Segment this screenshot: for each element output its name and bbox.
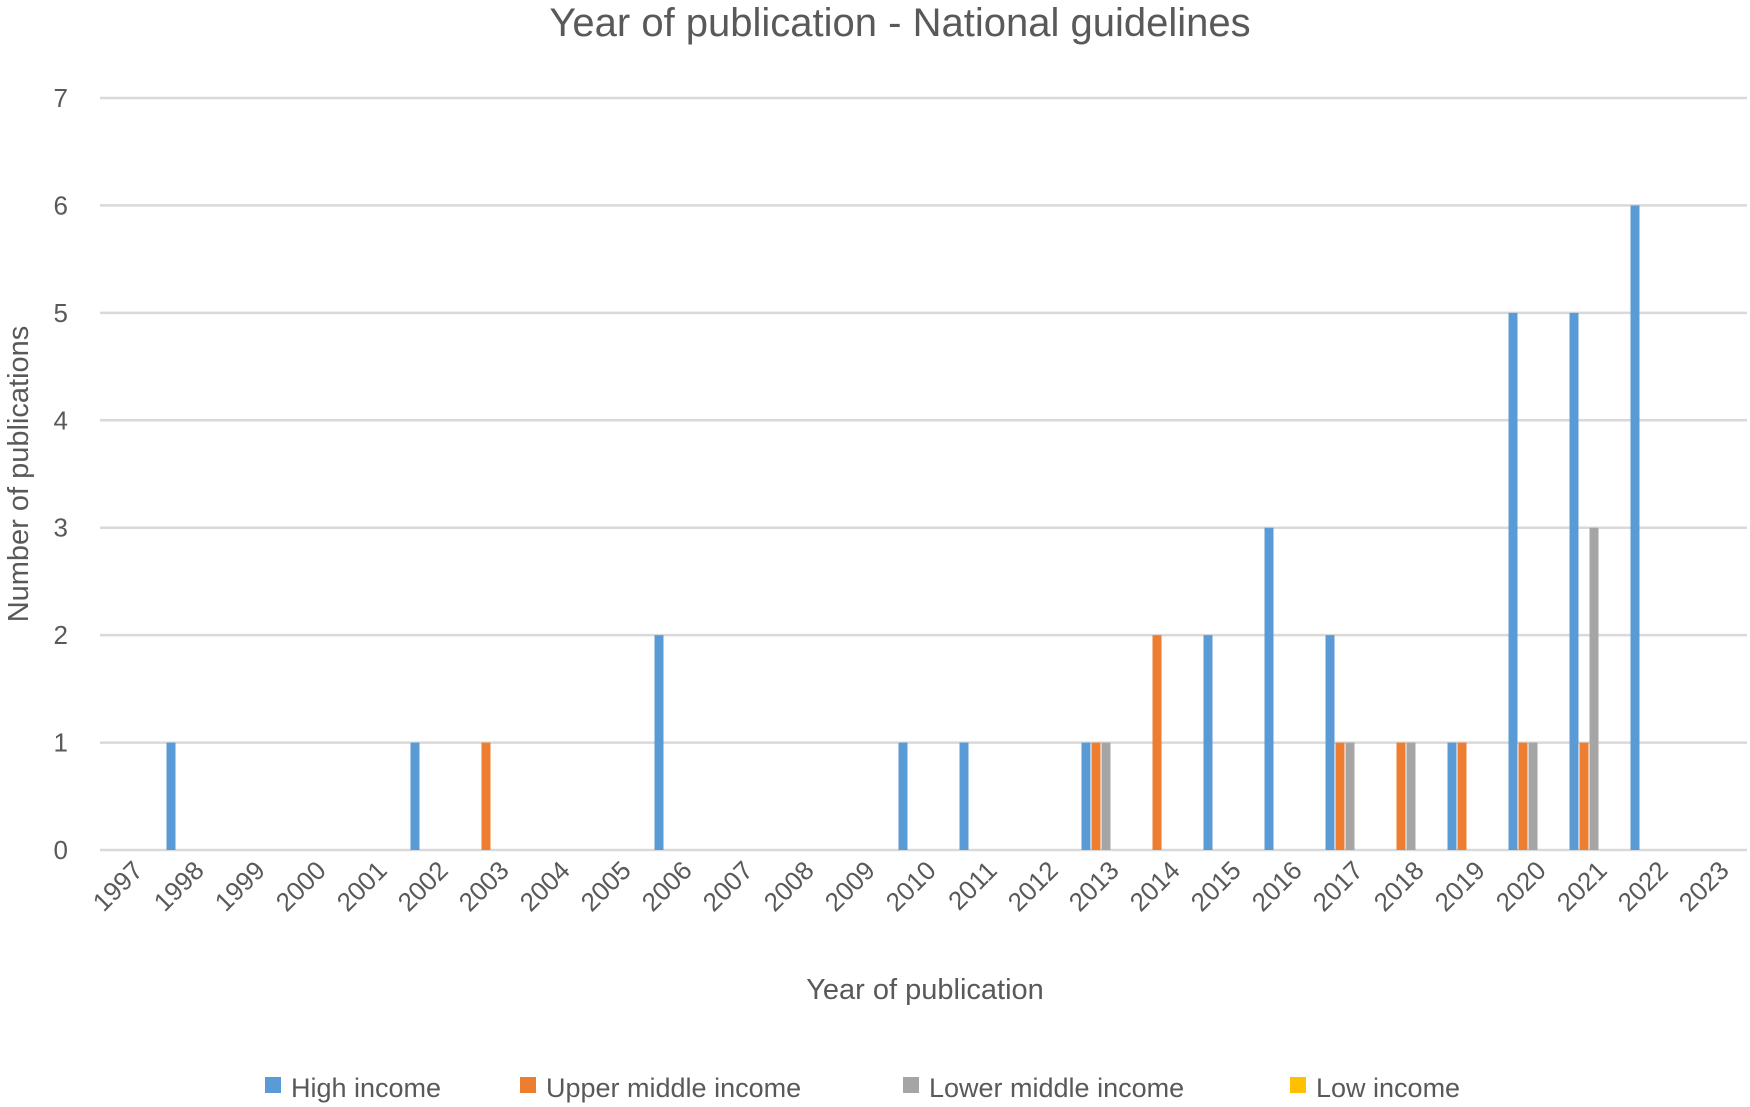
x-tick-label: 1999 bbox=[209, 855, 271, 917]
x-tick-label: 1998 bbox=[148, 855, 210, 917]
y-axis-title: Number of publications bbox=[3, 326, 35, 623]
x-tick-label: 2011 bbox=[942, 855, 1003, 916]
x-tick-label: 2006 bbox=[636, 855, 698, 917]
bar-upper-middle-income-2003 bbox=[481, 742, 491, 850]
legend-label: Low income bbox=[1316, 1073, 1460, 1103]
x-tick-label: 2022 bbox=[1612, 855, 1674, 917]
bar-high-income-2006 bbox=[654, 635, 664, 850]
bar-upper-middle-income-2021 bbox=[1579, 742, 1589, 850]
x-tick-label: 2016 bbox=[1246, 855, 1308, 917]
x-tick-label: 2004 bbox=[514, 855, 576, 917]
x-tick-label: 2010 bbox=[880, 855, 942, 917]
legend-swatch-3 bbox=[1290, 1077, 1306, 1093]
x-tick-label: 2014 bbox=[1124, 855, 1186, 917]
bar-high-income-2021 bbox=[1569, 312, 1579, 850]
bar-lower-middle-income-2018 bbox=[1406, 742, 1416, 850]
x-tick-label: 2020 bbox=[1490, 855, 1552, 917]
bar-high-income-2020 bbox=[1508, 312, 1518, 850]
bar-lower-middle-income-2017 bbox=[1345, 742, 1355, 850]
bar-upper-middle-income-2020 bbox=[1518, 742, 1528, 850]
y-tick-label: 6 bbox=[54, 190, 68, 220]
bar-high-income-2017 bbox=[1325, 635, 1335, 850]
legend-label: Lower middle income bbox=[929, 1073, 1184, 1103]
x-tick-label: 2017 bbox=[1307, 855, 1369, 917]
x-tick-label: 2001 bbox=[331, 855, 393, 917]
bar-high-income-2022 bbox=[1630, 205, 1640, 850]
y-tick-label: 2 bbox=[54, 620, 68, 650]
bar-upper-middle-income-2017 bbox=[1335, 742, 1345, 850]
x-tick-label: 2005 bbox=[575, 855, 637, 917]
x-tick-label: 2007 bbox=[697, 855, 759, 917]
bar-high-income-2011 bbox=[959, 742, 969, 850]
legend-swatch-0 bbox=[265, 1077, 281, 1093]
bar-high-income-2019 bbox=[1447, 742, 1457, 850]
chart-title: Year of publication - National guideline… bbox=[549, 1, 1250, 45]
x-tick-label: 2018 bbox=[1368, 855, 1430, 917]
x-tick-label: 2023 bbox=[1673, 855, 1735, 917]
x-axis-title: Year of publication bbox=[806, 974, 1044, 1006]
bar-upper-middle-income-2014 bbox=[1152, 635, 1162, 850]
y-tick-label: 5 bbox=[54, 298, 68, 328]
bar-upper-middle-income-2019 bbox=[1457, 742, 1467, 850]
x-tick-label: 2012 bbox=[1002, 855, 1064, 917]
x-tick-label: 2008 bbox=[758, 855, 820, 917]
bar-lower-middle-income-2021 bbox=[1589, 527, 1599, 850]
x-tick-label: 2003 bbox=[453, 855, 515, 917]
bar-high-income-2015 bbox=[1203, 635, 1213, 850]
x-tick-label: 2015 bbox=[1185, 855, 1247, 917]
legend-label: High income bbox=[291, 1073, 441, 1103]
bar-high-income-2010 bbox=[898, 742, 908, 850]
bar-high-income-2002 bbox=[410, 742, 420, 850]
x-tick-label: 2009 bbox=[819, 855, 881, 917]
x-tick-label: 2019 bbox=[1429, 855, 1491, 917]
legend-swatch-2 bbox=[903, 1077, 919, 1093]
bar-high-income-1998 bbox=[166, 742, 176, 850]
legend-label: Upper middle income bbox=[546, 1073, 801, 1103]
x-tick-label: 2021 bbox=[1551, 855, 1613, 917]
bar-lower-middle-income-2020 bbox=[1528, 742, 1538, 850]
x-tick-label: 2002 bbox=[392, 855, 454, 917]
x-tick-label: 2000 bbox=[270, 855, 332, 917]
y-tick-label: 7 bbox=[54, 83, 68, 113]
x-tick-label: 2013 bbox=[1063, 855, 1125, 917]
y-tick-label: 0 bbox=[54, 835, 68, 865]
bar-upper-middle-income-2018 bbox=[1396, 742, 1406, 850]
y-tick-label: 4 bbox=[54, 405, 68, 435]
bar-high-income-2016 bbox=[1264, 527, 1274, 850]
y-tick-label: 1 bbox=[54, 728, 68, 758]
y-tick-label: 3 bbox=[54, 513, 68, 543]
legend-swatch-1 bbox=[520, 1077, 536, 1093]
bar-lower-middle-income-2013 bbox=[1101, 742, 1111, 850]
bar-high-income-2013 bbox=[1081, 742, 1091, 850]
x-tick-label: 1997 bbox=[87, 855, 149, 917]
bar-upper-middle-income-2013 bbox=[1091, 742, 1101, 850]
